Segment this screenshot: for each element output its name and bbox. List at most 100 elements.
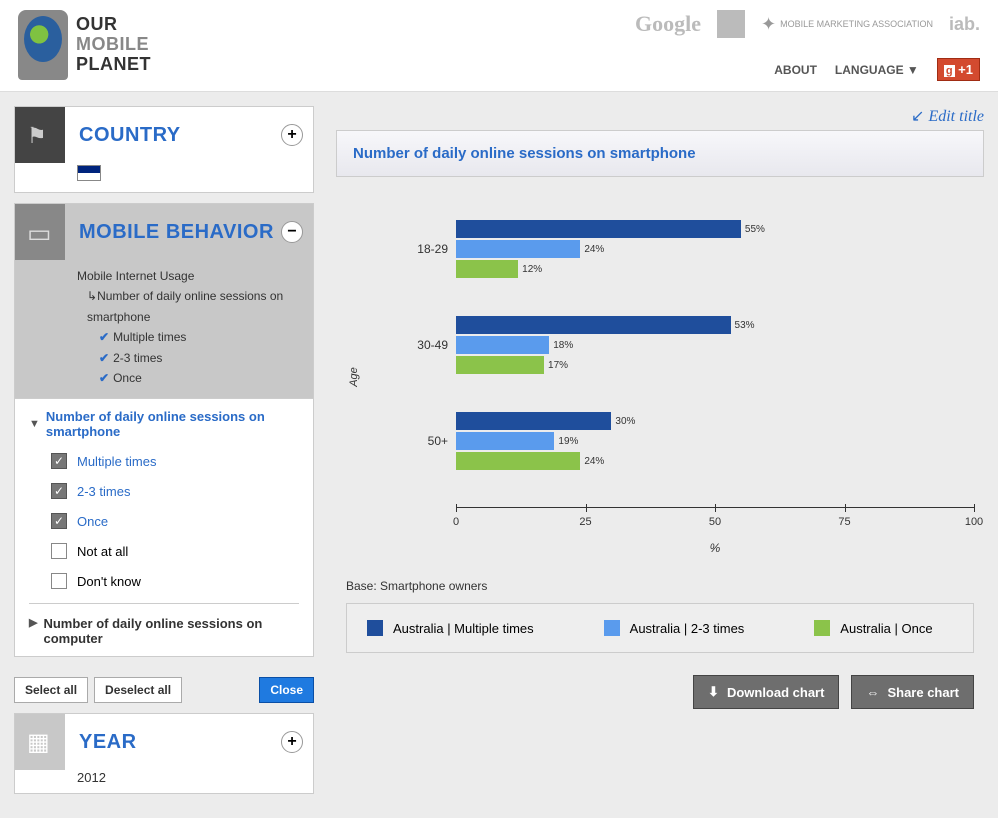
bar	[456, 452, 580, 470]
close-button[interactable]: Close	[259, 677, 314, 703]
filter-option[interactable]: Don't know	[51, 573, 299, 589]
bar	[456, 316, 731, 334]
google-plus-button[interactable]: g +1	[937, 58, 980, 81]
bar-value: 19%	[558, 436, 578, 447]
bar-value: 12%	[522, 264, 542, 275]
behavior-tree: Mobile Internet Usage ↳Number of daily o…	[15, 260, 313, 398]
australia-flag-icon	[77, 165, 101, 181]
share-chart-button[interactable]: ⇔Share chart	[851, 675, 974, 709]
top-nav: ABOUT LANGUAGE ▼ g +1	[635, 58, 980, 81]
country-expand-button[interactable]: +	[281, 124, 303, 146]
tree-check: ✔Multiple times	[77, 327, 301, 347]
category-label: 18-29	[396, 242, 456, 256]
year-value: 2012	[15, 770, 313, 793]
select-all-button[interactable]: Select all	[14, 677, 88, 703]
base-text: Base: Smartphone owners	[346, 579, 984, 593]
option-label: Once	[77, 514, 108, 529]
ipsos-logo	[717, 10, 745, 38]
sidebar: ⚑ COUNTRY + ▭ MOBILE BEHAVIOR − Mobile I…	[14, 106, 314, 804]
bar	[456, 260, 518, 278]
bar-chart: Age 55%18-2924%12%53%30-4918%17%30%50+19…	[336, 189, 984, 565]
selection-buttons: Select all Deselect all Close	[14, 667, 314, 713]
country-title: COUNTRY	[79, 124, 181, 147]
option-label: Not at all	[77, 544, 128, 559]
tick-label: 50	[709, 516, 721, 528]
filter-option[interactable]: ✓ 2-3 times	[51, 483, 299, 499]
caret-right-icon: ▶	[29, 616, 37, 646]
tick-label: 25	[579, 516, 591, 528]
sponsor-logos: Google ✦MOBILE MARKETING ASSOCIATION iab…	[635, 10, 980, 38]
bar	[456, 412, 611, 430]
legend-item: Australia | 2-3 times	[604, 620, 745, 636]
country-panel: ⚑ COUNTRY +	[14, 106, 314, 193]
option-label: 2-3 times	[77, 484, 130, 499]
header: OUR MOBILE PLANET Google ✦MOBILE MARKETI…	[0, 0, 998, 92]
category-label: 30-49	[396, 338, 456, 352]
chart-title: Number of daily online sessions on smart…	[336, 130, 984, 177]
bar-value: 24%	[584, 244, 604, 255]
behavior-collapse-button[interactable]: −	[281, 221, 303, 243]
caret-down-icon: ▼	[29, 418, 40, 430]
filter-option[interactable]: Not at all	[51, 543, 299, 559]
brand-text: OUR MOBILE PLANET	[76, 15, 151, 74]
filter-option[interactable]: ✓Multiple times	[51, 453, 299, 469]
main-content: Edit title Number of daily online sessio…	[336, 106, 984, 804]
y-axis-label: Age	[348, 367, 360, 387]
legend-label: Australia | 2-3 times	[630, 621, 745, 636]
bar-value: 18%	[553, 340, 573, 351]
bar	[456, 432, 554, 450]
bar-value: 30%	[615, 416, 635, 427]
year-panel: ▦ YEAR + 2012	[14, 713, 314, 794]
download-chart-button[interactable]: ⬇Download chart	[693, 675, 839, 709]
chart-group: 53% 30-49 18% 17%	[396, 315, 974, 375]
iab-logo: iab.	[949, 14, 980, 35]
bar	[456, 240, 580, 258]
legend-label: Australia | Multiple times	[393, 621, 534, 636]
edit-title-link[interactable]: Edit title	[336, 106, 984, 126]
chart-group: 55% 18-29 24% 12%	[396, 219, 974, 279]
year-expand-button[interactable]: +	[281, 731, 303, 753]
deselect-all-button[interactable]: Deselect all	[94, 677, 182, 703]
x-axis-label: %	[456, 541, 974, 555]
bar-value: 53%	[735, 320, 755, 331]
legend-item: Australia | Multiple times	[367, 620, 534, 636]
bar-value: 55%	[745, 224, 765, 235]
calendar-icon: ▦	[27, 728, 50, 757]
filter-option[interactable]: ✓ Once	[51, 513, 299, 529]
download-icon: ⬇	[708, 684, 719, 700]
mma-logo: ✦MOBILE MARKETING ASSOCIATION	[761, 15, 933, 33]
option-label: Don't know	[77, 574, 141, 589]
legend-swatch	[367, 620, 383, 636]
year-title: YEAR	[79, 731, 137, 754]
checkbox[interactable]: ✓	[51, 453, 67, 469]
nav-about[interactable]: ABOUT	[774, 63, 817, 77]
flag-icon: ⚑	[27, 123, 47, 149]
tick-label: 75	[838, 516, 850, 528]
checkbox[interactable]: ✓	[51, 483, 67, 499]
device-icon: ▭	[27, 218, 52, 249]
bar-value: 17%	[548, 360, 568, 371]
checkbox[interactable]	[51, 573, 67, 589]
tree-check: ✔Once	[77, 368, 301, 388]
legend-item: Australia | Once	[814, 620, 932, 636]
bar-value: 24%	[584, 456, 604, 467]
link-icon: ⇔	[866, 685, 879, 700]
behavior-title: MOBILE BEHAVIOR	[79, 221, 274, 244]
expanded-group-header[interactable]: ▼ Number of daily online sessions on sma…	[29, 409, 299, 439]
chart-group: 30%50+19%24%	[396, 411, 974, 471]
checkbox[interactable]	[51, 543, 67, 559]
nav-language[interactable]: LANGUAGE ▼	[835, 63, 919, 77]
bar	[456, 356, 544, 374]
collapsed-group-header[interactable]: ▶ Number of daily online sessions on com…	[29, 603, 299, 646]
options-expanded: ▼ Number of daily online sessions on sma…	[15, 398, 313, 656]
tick-label: 0	[453, 516, 459, 528]
tick-label: 100	[965, 516, 983, 528]
logo[interactable]: OUR MOBILE PLANET	[18, 10, 151, 80]
bar	[456, 220, 741, 238]
legend-swatch	[814, 620, 830, 636]
planet-phone-icon	[18, 10, 68, 80]
tree-check: ✔2-3 times	[77, 348, 301, 368]
google-logo: Google	[635, 11, 701, 37]
checkbox[interactable]: ✓	[51, 513, 67, 529]
x-axis: 0255075100	[456, 507, 974, 533]
